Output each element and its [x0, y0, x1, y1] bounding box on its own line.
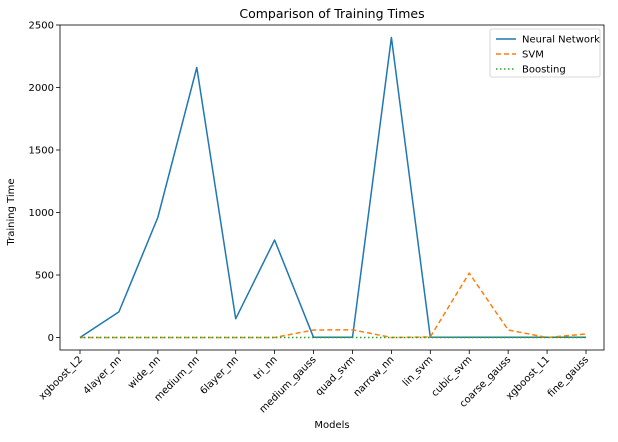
x-tick-label: 4layer_nn: [82, 354, 125, 397]
x-tick-label: lin_svm: [401, 354, 435, 388]
y-tick-label: 500: [35, 271, 54, 282]
y-tick-label: 2000: [29, 83, 54, 94]
x-tick-label: 6layer_nn: [198, 354, 241, 397]
x-axis-label: Models: [314, 420, 349, 431]
x-tick-label: fine_gauss: [546, 354, 591, 399]
x-tick-label: xgboost_L2: [37, 354, 85, 402]
y-tick-label: 1000: [29, 208, 54, 219]
series-line-neural-network: [79, 36, 586, 339]
legend-box: [489, 28, 601, 78]
plot-area-frame: [59, 24, 605, 351]
chart-title: Comparison of Training Times: [239, 6, 424, 21]
y-tick-label: 2500: [29, 21, 54, 32]
legend-label: Boosting: [522, 65, 566, 76]
series-line-svm: [80, 272, 587, 339]
y-axis-ticks: 0 500 1000 1500 2000 2500: [29, 21, 60, 344]
legend-label: Neural Network: [522, 35, 600, 46]
legend: Neural Network SVM Boosting: [489, 28, 601, 78]
y-axis-label: Training Time: [6, 178, 17, 246]
x-tick-label: narrow_nn: [352, 354, 397, 399]
legend-label: SVM: [522, 50, 544, 61]
x-tick-label: wide_nn: [126, 354, 163, 391]
y-tick-label: 1500: [29, 146, 54, 157]
y-tick-label: 0: [48, 333, 54, 344]
series-lines: [79, 36, 587, 339]
x-tick-label: tri_nn: [252, 354, 280, 382]
